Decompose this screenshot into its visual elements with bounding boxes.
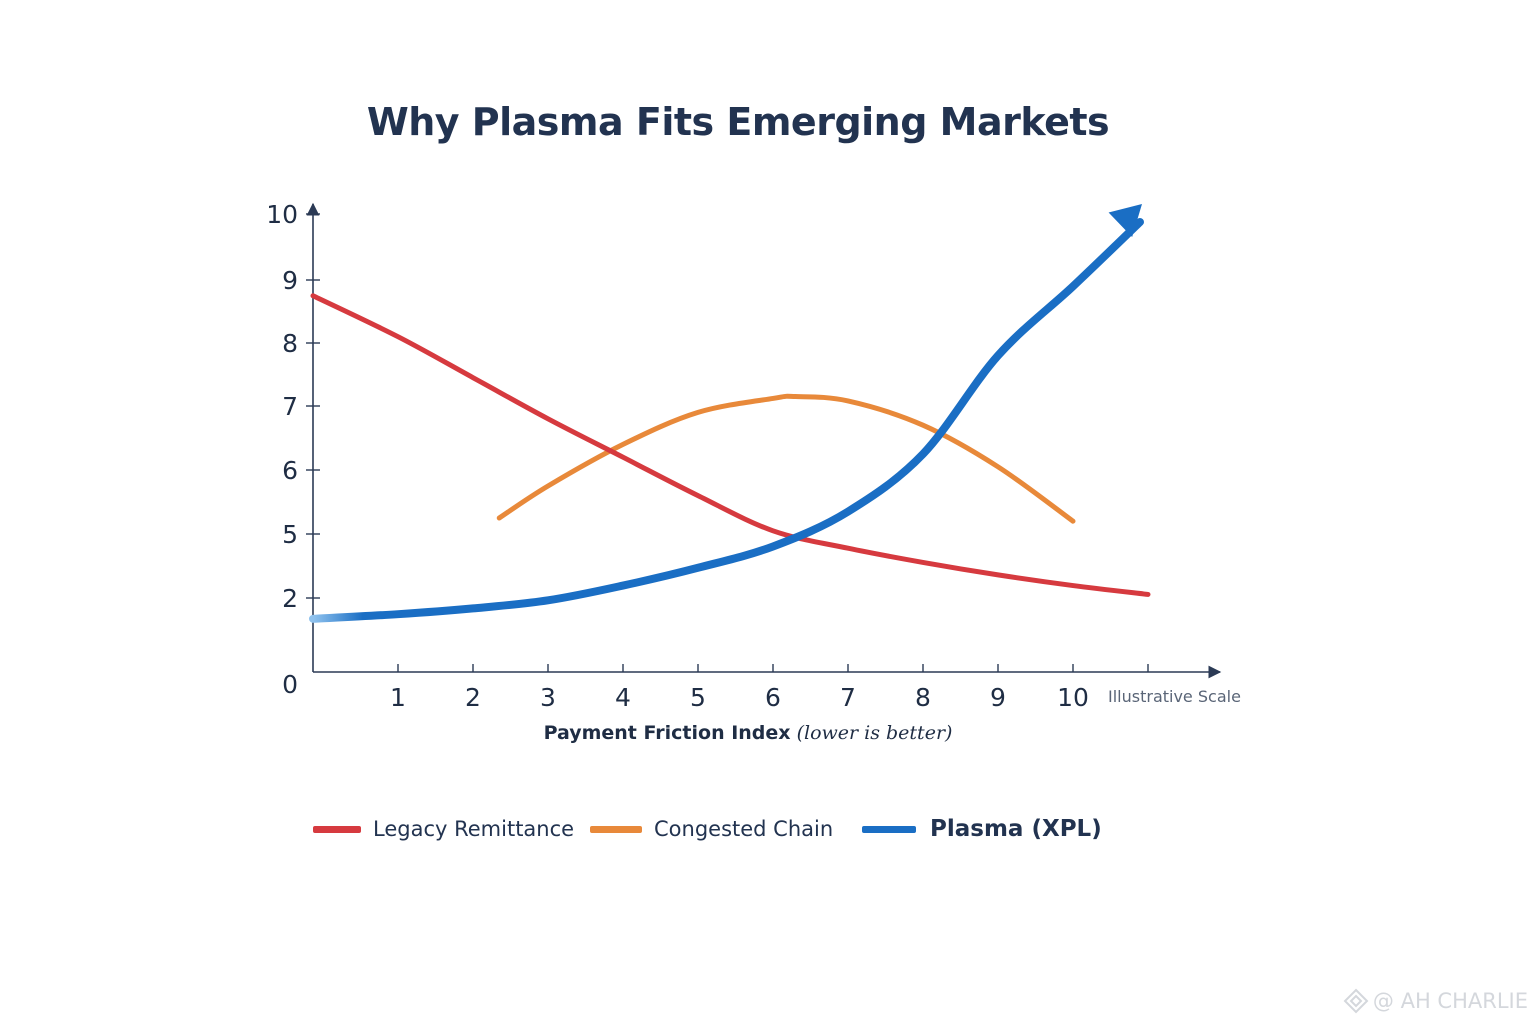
series-group bbox=[309, 204, 1151, 623]
watermark: @ AH CHARLIE bbox=[1343, 988, 1528, 1014]
y-tick-group: 0 2 5 6 7 8 9 10 bbox=[266, 200, 320, 699]
legend-item-plasma: Plasma (XPL) bbox=[862, 814, 1102, 844]
diamond-logo-icon bbox=[1343, 988, 1369, 1014]
x-tick-label: 9 bbox=[990, 683, 1006, 712]
series-line-legacy-remittance bbox=[310, 293, 1151, 597]
x-tick-label: 2 bbox=[465, 683, 481, 712]
y-tick-label: 2 bbox=[282, 584, 298, 613]
y-tick-label: 5 bbox=[282, 520, 298, 549]
series-line-congested-chain bbox=[496, 393, 1076, 524]
x-tick-label: 7 bbox=[840, 683, 856, 712]
x-axis-note: Illustrative Scale bbox=[1108, 687, 1241, 706]
y-tick-label: 0 bbox=[282, 670, 298, 699]
x-tick-group: 1 2 3 4 5 6 7 8 9 10 bbox=[390, 664, 1149, 712]
legend-label-congested-chain: Congested Chain bbox=[654, 817, 834, 841]
x-tick-label: 6 bbox=[765, 683, 781, 712]
y-tick-label: 9 bbox=[282, 266, 298, 295]
legend-label-plasma: Plasma (XPL) bbox=[930, 816, 1102, 842]
watermark-text: @ AH CHARLIE bbox=[1372, 989, 1528, 1013]
legend-item-legacy-remittance: Legacy Remittance bbox=[313, 814, 574, 844]
legend-swatch-congested-chain bbox=[590, 825, 642, 833]
legend-item-congested-chain: Congested Chain bbox=[590, 814, 833, 844]
x-tick-label: 1 bbox=[390, 683, 406, 712]
x-tick-label: 10 bbox=[1057, 683, 1089, 712]
series-line-plasma bbox=[309, 218, 1144, 623]
x-tick-label: 3 bbox=[540, 683, 556, 712]
x-tick-label: 8 bbox=[915, 683, 931, 712]
legend-label-legacy-remittance: Legacy Remittance bbox=[373, 817, 575, 841]
x-tick-label: 4 bbox=[615, 683, 631, 712]
y-tick-label: 8 bbox=[282, 329, 298, 358]
y-tick-label: 6 bbox=[282, 456, 298, 485]
legend-swatch-plasma bbox=[862, 825, 916, 833]
x-axis-label-main: Payment Friction Index bbox=[543, 722, 791, 744]
x-axis-label: Payment Friction Index (lower is better) bbox=[0, 722, 1496, 744]
y-tick-label: 7 bbox=[282, 392, 298, 421]
legend-swatch-legacy-remittance bbox=[313, 825, 361, 833]
series-arrowhead-plasma bbox=[1108, 204, 1142, 238]
x-tick-label: 5 bbox=[690, 683, 706, 712]
chart-title: Why Plasma Fits Emerging Markets bbox=[366, 100, 1110, 144]
x-axis-label-sub: (lower is better) bbox=[796, 722, 953, 744]
y-tick-label: 10 bbox=[266, 200, 298, 229]
